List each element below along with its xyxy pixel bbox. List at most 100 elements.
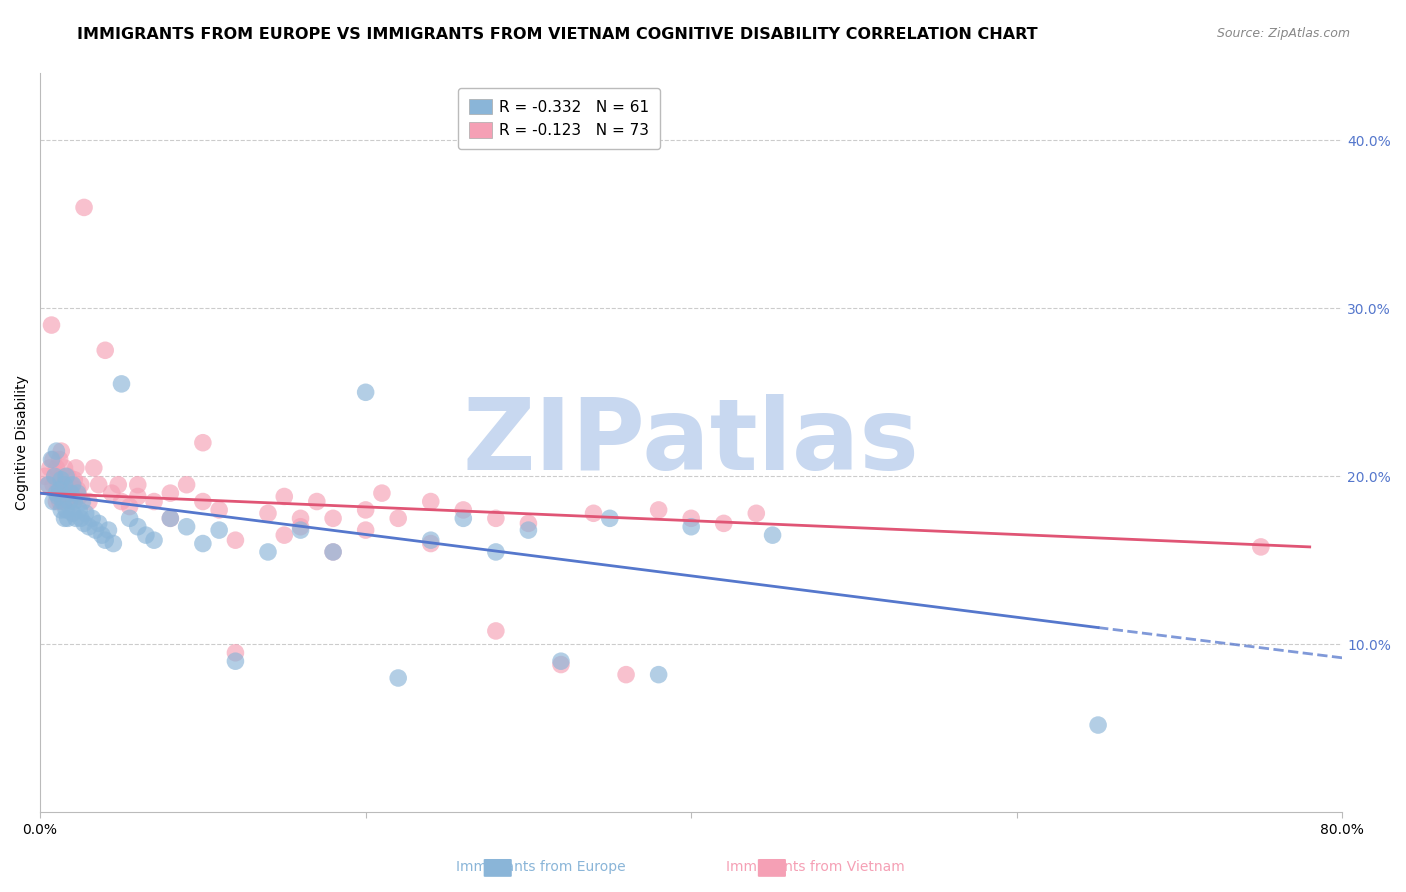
Point bbox=[56, 469, 79, 483]
Point bbox=[257, 545, 280, 559]
Point bbox=[681, 511, 703, 525]
Point bbox=[77, 494, 100, 508]
Point bbox=[107, 477, 129, 491]
Point bbox=[761, 528, 783, 542]
Point bbox=[94, 533, 117, 548]
Point bbox=[118, 511, 141, 525]
Point bbox=[73, 201, 96, 215]
Point bbox=[62, 494, 84, 508]
Point bbox=[176, 477, 198, 491]
Point bbox=[58, 490, 80, 504]
Point bbox=[135, 528, 157, 542]
Point bbox=[63, 494, 86, 508]
Point bbox=[290, 520, 312, 534]
Point bbox=[62, 477, 84, 491]
Text: Source: ZipAtlas.com: Source: ZipAtlas.com bbox=[1216, 27, 1350, 40]
Point bbox=[48, 483, 70, 497]
Text: Immigrants from Europe: Immigrants from Europe bbox=[457, 860, 626, 874]
Point bbox=[44, 469, 66, 483]
Point bbox=[65, 461, 87, 475]
Point bbox=[599, 511, 621, 525]
Point bbox=[485, 545, 508, 559]
Point bbox=[69, 511, 91, 525]
Point bbox=[118, 500, 141, 514]
Point bbox=[60, 486, 83, 500]
Point bbox=[322, 545, 344, 559]
Point bbox=[681, 520, 703, 534]
Point bbox=[63, 473, 86, 487]
Text: IMMIGRANTS FROM EUROPE VS IMMIGRANTS FROM VIETNAM COGNITIVE DISABILITY CORRELATI: IMMIGRANTS FROM EUROPE VS IMMIGRANTS FRO… bbox=[77, 27, 1038, 42]
Text: ZIPatlas: ZIPatlas bbox=[463, 394, 920, 491]
Point bbox=[387, 511, 409, 525]
Point bbox=[55, 469, 77, 483]
Point bbox=[77, 520, 100, 534]
Point bbox=[208, 503, 231, 517]
Y-axis label: Cognitive Disability: Cognitive Disability bbox=[15, 376, 30, 510]
Point bbox=[67, 490, 90, 504]
Point bbox=[322, 511, 344, 525]
Point bbox=[208, 523, 231, 537]
Point bbox=[273, 528, 295, 542]
Point bbox=[46, 477, 69, 491]
Point bbox=[42, 452, 65, 467]
Point bbox=[419, 533, 441, 548]
Point bbox=[53, 511, 76, 525]
Point bbox=[143, 494, 166, 508]
Point bbox=[52, 494, 75, 508]
Point bbox=[647, 667, 669, 681]
Point bbox=[127, 490, 149, 504]
Point bbox=[66, 486, 89, 500]
Point bbox=[110, 494, 132, 508]
Point bbox=[55, 503, 77, 517]
Point bbox=[419, 536, 441, 550]
Point bbox=[73, 516, 96, 531]
Point bbox=[517, 516, 540, 531]
Point bbox=[45, 444, 67, 458]
Point bbox=[75, 506, 97, 520]
Point bbox=[354, 503, 377, 517]
Point bbox=[66, 483, 89, 497]
Point bbox=[46, 490, 69, 504]
Point bbox=[91, 528, 114, 542]
Point bbox=[550, 654, 572, 668]
Point bbox=[56, 511, 79, 525]
Point bbox=[103, 536, 125, 550]
Point bbox=[58, 494, 80, 508]
Point bbox=[371, 486, 394, 500]
Point bbox=[127, 477, 149, 491]
Point bbox=[647, 503, 669, 517]
Point bbox=[127, 520, 149, 534]
Legend: R = -0.332   N = 61, R = -0.123   N = 73: R = -0.332 N = 61, R = -0.123 N = 73 bbox=[458, 88, 659, 149]
Point bbox=[582, 506, 605, 520]
Point bbox=[94, 343, 117, 358]
Point bbox=[53, 494, 76, 508]
Point bbox=[45, 494, 67, 508]
Point bbox=[257, 506, 280, 520]
Point bbox=[44, 469, 66, 483]
Point bbox=[51, 469, 73, 483]
Point bbox=[550, 657, 572, 672]
Point bbox=[290, 511, 312, 525]
Point bbox=[1250, 540, 1272, 554]
Point bbox=[37, 477, 59, 491]
Point bbox=[176, 520, 198, 534]
Point bbox=[45, 461, 67, 475]
Point bbox=[60, 477, 83, 491]
Point bbox=[354, 523, 377, 537]
Point bbox=[110, 376, 132, 391]
Point bbox=[42, 494, 65, 508]
Point bbox=[51, 473, 73, 487]
Point bbox=[159, 486, 181, 500]
Point bbox=[55, 477, 77, 491]
Point bbox=[290, 523, 312, 537]
Point bbox=[84, 523, 107, 537]
Point bbox=[51, 444, 73, 458]
Point bbox=[45, 486, 67, 500]
Point bbox=[273, 490, 295, 504]
Point bbox=[42, 477, 65, 491]
Point bbox=[62, 506, 84, 520]
Point bbox=[453, 503, 475, 517]
Point bbox=[41, 318, 63, 332]
Point bbox=[1087, 718, 1109, 732]
Point bbox=[38, 461, 60, 475]
